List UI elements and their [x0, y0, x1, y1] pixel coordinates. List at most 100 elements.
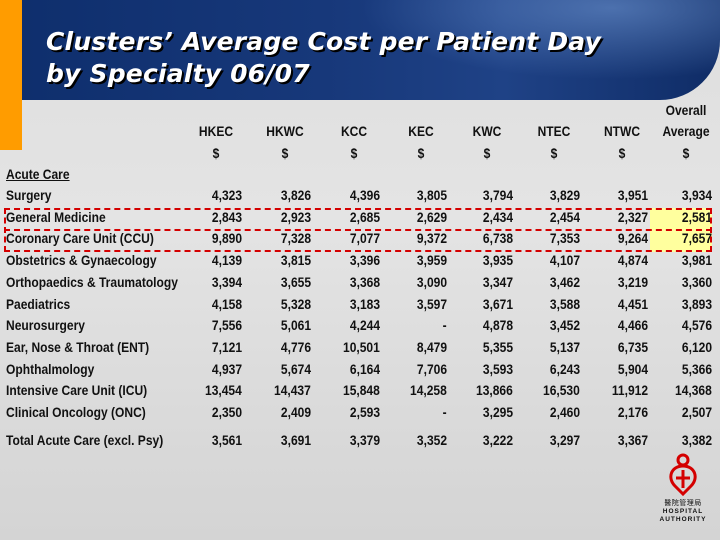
table-row-value: 5,328 [280, 296, 311, 312]
table-row-value: 3,951 [617, 187, 648, 203]
table-row-label: Intensive Care Unit (ICU) [6, 382, 148, 398]
section-label: Acute Care [6, 166, 70, 182]
column-unit: $ [281, 145, 289, 161]
table-row-value: 3,935 [482, 252, 513, 268]
table-row-value: 5,674 [280, 361, 311, 377]
table-row-value: 9,264 [617, 230, 648, 246]
highlight-dashed-divider [4, 229, 712, 231]
title-banner [0, 0, 720, 100]
column-header: NTWC [603, 123, 641, 139]
table-row-value: 7,077 [349, 230, 380, 246]
total-row-label: Total Acute Care (excl. Psy) [6, 432, 164, 448]
table-row-value: 4,874 [617, 252, 648, 268]
table-row-value: 3,360 [681, 274, 712, 290]
table-row-value: 3,829 [549, 187, 580, 203]
table-row-value: 3,805 [416, 187, 447, 203]
table-row-value: 5,904 [617, 361, 648, 377]
table-row-value: 13,866 [476, 382, 513, 398]
total-row-value: 3,352 [416, 432, 447, 448]
logo-chinese-name: 醫院管理局 [664, 499, 702, 507]
table-row-value: 5,366 [681, 361, 712, 377]
table-row-value: 7,353 [549, 230, 580, 246]
page-title-line2: by Specialty 06/07 [46, 59, 310, 88]
table-row-value: 2,454 [549, 209, 580, 225]
table-row-value: 2,507 [681, 404, 712, 420]
table-row-label: Clinical Oncology (ONC) [6, 404, 146, 420]
column-unit: $ [483, 145, 491, 161]
table-row-value: 3,368 [349, 274, 380, 290]
table-row-value: 6,735 [617, 339, 648, 355]
table-row-value: 2,581 [681, 209, 712, 225]
table-row-value: 4,396 [349, 187, 380, 203]
table-row-value: 2,629 [416, 209, 447, 225]
table-row-value: 2,409 [280, 404, 311, 420]
column-unit: $ [682, 145, 690, 161]
table-row-value: 5,137 [549, 339, 580, 355]
table-row-value: 6,738 [482, 230, 513, 246]
table-row-value: 2,176 [617, 404, 648, 420]
accent-bar [0, 0, 22, 150]
table-row-value: 16,530 [543, 382, 580, 398]
table-row-value: 3,959 [416, 252, 447, 268]
table-row-label: Coronary Care Unit (CCU) [6, 230, 154, 246]
table-row-value: 14,258 [410, 382, 447, 398]
table-row-value: 3,934 [681, 187, 712, 203]
total-row-value: 3,367 [617, 432, 648, 448]
table-row-label: Ear, Nose & Throat (ENT) [6, 339, 150, 355]
table-row-label: Obstetrics & Gynaecology [6, 252, 157, 268]
table-row-value: 3,219 [617, 274, 648, 290]
table-row-value: 4,107 [549, 252, 580, 268]
total-row-value: 3,222 [482, 432, 513, 448]
table-row-value: 5,355 [482, 339, 513, 355]
table-row-value: 2,593 [349, 404, 380, 420]
table-row-value: 4,244 [349, 317, 380, 333]
table-row-value: 4,451 [617, 296, 648, 312]
table-row-value: 4,158 [211, 296, 242, 312]
column-unit: $ [350, 145, 358, 161]
table-row-value: 2,843 [211, 209, 242, 225]
total-row-value: 3,379 [349, 432, 380, 448]
table-row-value: 15,848 [343, 382, 380, 398]
total-row-value: 3,691 [280, 432, 311, 448]
table-row-value: 4,937 [211, 361, 242, 377]
table-row-value: 10,501 [343, 339, 380, 355]
table-row-value: 7,121 [211, 339, 242, 355]
column-unit: $ [618, 145, 626, 161]
table-row-value: 6,120 [681, 339, 712, 355]
table-row-value: 4,139 [211, 252, 242, 268]
table-row-value: 7,328 [280, 230, 311, 246]
column-header-line1: Overall [665, 102, 707, 118]
table-row-value: 3,794 [482, 187, 513, 203]
table-row-value: 3,593 [482, 361, 513, 377]
logo-english-line1: HOSPITAL [662, 508, 704, 515]
table-row-value: 3,396 [349, 252, 380, 268]
table-row-value: 3,588 [549, 296, 580, 312]
table-row-value: 7,657 [681, 230, 712, 246]
table-row-value: 3,655 [280, 274, 311, 290]
column-unit: $ [212, 145, 220, 161]
table-row-value: 2,923 [280, 209, 311, 225]
table-row-value: 4,323 [211, 187, 242, 203]
table-row-value: 6,164 [349, 361, 380, 377]
table-row-value: 14,368 [675, 382, 712, 398]
column-header: KWC [472, 123, 502, 139]
table-row-value: 4,776 [280, 339, 311, 355]
hospital-authority-emblem-icon [669, 453, 697, 496]
total-row-value: 3,297 [549, 432, 580, 448]
table-row-value: 4,466 [617, 317, 648, 333]
table-row-value: 2,685 [349, 209, 380, 225]
table-row-value: 7,706 [416, 361, 447, 377]
table-row-value: 3,815 [280, 252, 311, 268]
banner-swoosh [360, 0, 720, 80]
table-row-value: 4,878 [482, 317, 513, 333]
table-row-value: 3,452 [549, 317, 580, 333]
table-row-value: 9,890 [211, 230, 242, 246]
table-row-label: Surgery [6, 187, 52, 203]
column-header: HKWC [266, 123, 304, 139]
table-row-value: 2,460 [549, 404, 580, 420]
table-row-value: 3,295 [482, 404, 513, 420]
table-row-value: - [442, 317, 447, 333]
column-header: NTEC [537, 123, 571, 139]
table-row-value: 3,597 [416, 296, 447, 312]
